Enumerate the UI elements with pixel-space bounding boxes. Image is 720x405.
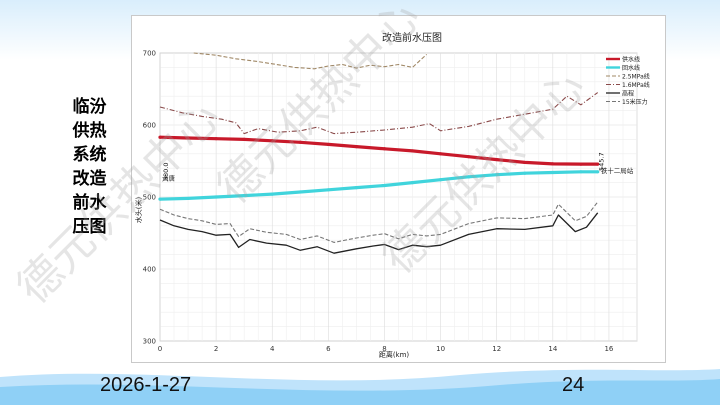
series-point xyxy=(158,135,162,139)
x-tick-label: 16 xyxy=(604,345,613,353)
series-point xyxy=(186,136,190,140)
series-point xyxy=(186,196,190,201)
axis-layer: 0 2 4 6 8 10 12 14 16 300 400 500 600 700 xyxy=(143,50,614,354)
pressure-chart: 改造前水压图 0 2 4 6 8 10 12 14 16 300 400 500 600 700 供水线回… xyxy=(134,31,650,359)
series-line xyxy=(159,201,599,243)
end-station-label: 铁十二局站 xyxy=(601,166,634,175)
slide-bottom-wave xyxy=(0,369,720,405)
series-point xyxy=(354,186,359,190)
x-tick-label: 10 xyxy=(436,345,445,353)
series-point xyxy=(523,160,527,165)
series-point xyxy=(579,162,583,166)
series-layer xyxy=(158,52,600,254)
series-point xyxy=(438,178,443,182)
series-point xyxy=(298,190,302,194)
series-point xyxy=(495,157,499,162)
series-point xyxy=(326,142,330,147)
series-point xyxy=(467,155,471,159)
series-point xyxy=(298,140,302,144)
y-axis-label: 水头(米) xyxy=(134,197,143,224)
series-point xyxy=(326,188,330,192)
x-tick-label: 14 xyxy=(548,345,557,353)
legend-label: 供水线 xyxy=(622,56,640,64)
legend-label: 回水线 xyxy=(622,64,640,72)
y-tick-label: 400 xyxy=(143,266,156,274)
y-tick-label: 300 xyxy=(143,338,156,346)
series-point xyxy=(495,173,499,177)
series-point xyxy=(596,162,600,166)
x-tick-label: 4 xyxy=(270,345,275,353)
series-point xyxy=(382,183,387,188)
legend-label: 2.5MPa线 xyxy=(622,73,650,81)
series-point xyxy=(596,170,600,174)
series-point xyxy=(551,170,555,175)
series-line xyxy=(193,52,427,70)
slide-side-title: 临汾 供热 系统 改造 前水 压图 xyxy=(72,97,107,237)
y-tick-label: 600 xyxy=(143,122,156,130)
chart-panel: 改造前水压图 0 2 4 6 8 10 12 14 16 300 400 500 600 700 供水线回… xyxy=(131,15,666,363)
legend-label: 高程 xyxy=(622,90,634,98)
x-tick-label: 8 xyxy=(382,345,386,353)
x-tick-label: 2 xyxy=(214,345,218,353)
series-point xyxy=(382,147,387,151)
series-point xyxy=(410,149,415,153)
page-number: 24 xyxy=(562,374,585,396)
x-tick-label: 6 xyxy=(326,345,331,353)
x-axis-label: 距离(km) xyxy=(379,350,410,359)
series-point xyxy=(354,145,359,149)
end-value-label: 545.7 xyxy=(598,152,606,171)
series-point xyxy=(270,192,274,196)
series-point xyxy=(242,137,246,141)
series-point xyxy=(579,170,583,174)
x-tick-label: 12 xyxy=(492,345,501,353)
series-point xyxy=(158,197,162,201)
footer-date: 2026-1-27 xyxy=(100,374,192,396)
y-tick-label: 500 xyxy=(143,194,156,202)
legend-label: 1.6MPa线 xyxy=(622,81,650,89)
series-point xyxy=(467,175,471,179)
series-point xyxy=(410,181,415,185)
y-tick-label: 700 xyxy=(143,50,156,58)
series-point xyxy=(438,152,443,156)
series-point xyxy=(551,162,555,166)
x-tick-label: 0 xyxy=(158,345,162,353)
series-line xyxy=(159,92,599,135)
series-point xyxy=(270,139,274,143)
start-station-label: 大唐 xyxy=(162,173,176,182)
series-point xyxy=(214,195,218,199)
series-point xyxy=(242,193,246,198)
series-line xyxy=(159,212,599,254)
chart-title: 改造前水压图 xyxy=(382,31,442,44)
legend-label: 15米压力 xyxy=(622,98,648,106)
series-point xyxy=(523,171,527,175)
start-value-label: 580.0 xyxy=(162,162,170,181)
series-point xyxy=(214,137,218,141)
